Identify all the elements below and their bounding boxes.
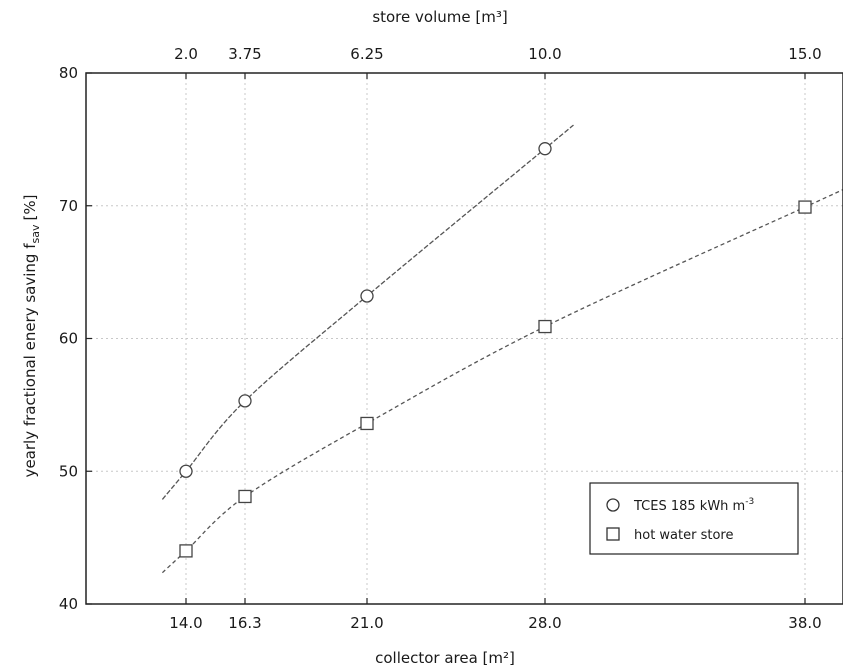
series-layer	[161, 124, 843, 574]
data-point-tces	[238, 394, 252, 408]
y-tick-label: 60	[59, 330, 78, 348]
legend: TCES 185 kWh m-3 hot water store	[589, 482, 799, 555]
x-tick-label: 16.3	[228, 614, 261, 632]
x-top-tick-label: 6.25	[350, 45, 383, 63]
y-tick-label: 70	[59, 197, 78, 215]
legend-box	[589, 482, 799, 555]
data-point-hot-water	[179, 544, 193, 558]
data-point-hot-water	[538, 319, 552, 334]
data-point-tces	[538, 142, 552, 156]
x-axis-title: collector area [m²]	[375, 649, 515, 667]
x-tick-label: 38.0	[788, 614, 821, 632]
y-axis-title: yearly fractional enery saving fsav[%]	[21, 195, 42, 478]
y-tick-label: 80	[59, 64, 78, 82]
data-point-tces	[360, 289, 374, 303]
series-line-hot-water	[161, 189, 843, 574]
grid	[86, 73, 843, 604]
y-tick-label: 50	[59, 462, 78, 480]
top-axis-title: store volume [m³]	[372, 8, 507, 26]
legend-marker-tces	[606, 498, 620, 512]
legend-marker-hot-water	[606, 527, 620, 541]
x-tick-label: 21.0	[350, 614, 383, 632]
data-point-hot-water	[238, 489, 252, 504]
legend-label-tces: TCES 185 kWh m-3	[633, 497, 754, 514]
x-top-tick-label: 15.0	[788, 45, 821, 63]
y-tick-label: 40	[59, 595, 78, 613]
x-tick-label: 28.0	[528, 614, 561, 632]
x-top-tick-label: 3.75	[228, 45, 261, 63]
x-top-tick-label: 10.0	[528, 45, 561, 63]
x-top-tick-label: 2.0	[174, 45, 198, 63]
data-point-hot-water	[798, 200, 812, 214]
data-point-hot-water	[360, 416, 374, 431]
legend-label-hot-water: hot water store	[634, 528, 733, 543]
ticks: 14.0 2.0 16.3 3.75 21.0 6.25 28.0 10.0 38.0 15.0 4…	[59, 45, 822, 632]
series-line-tces	[161, 124, 574, 500]
x-tick-label: 14.0	[169, 614, 202, 632]
plot-frame	[85, 72, 843, 605]
data-point-tces	[179, 464, 193, 478]
